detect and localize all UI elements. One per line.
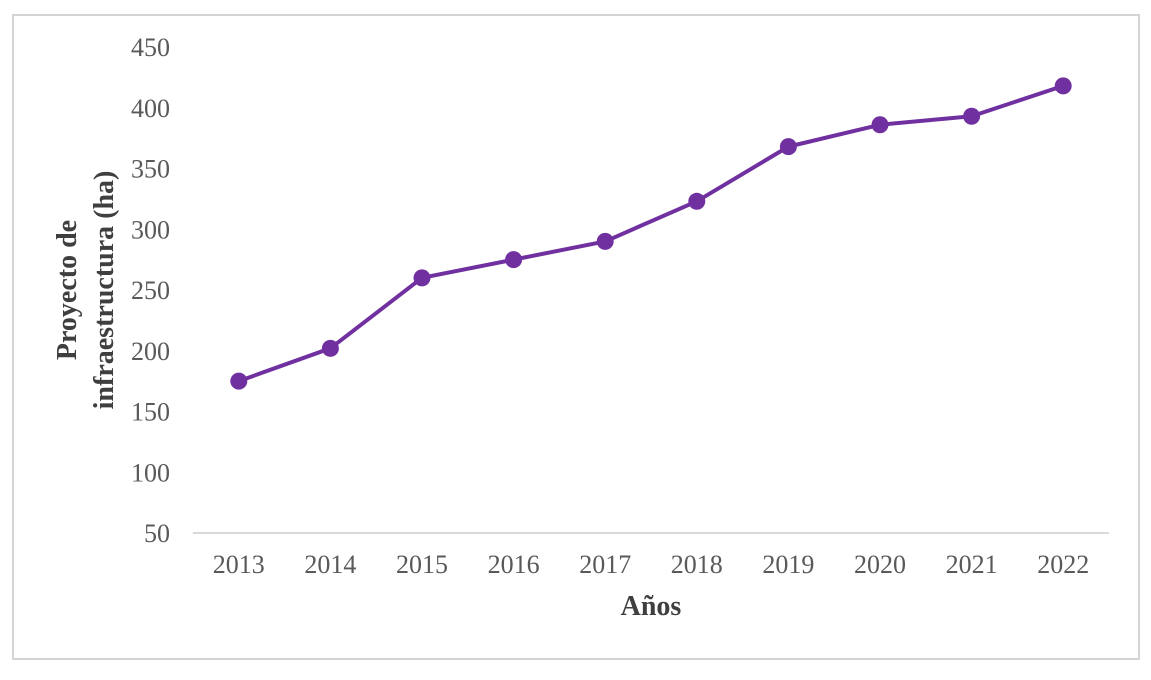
x-tick-label-2014: 2014 [304, 550, 356, 579]
x-tick-label-2015: 2015 [396, 550, 448, 579]
x-tick-label-2019: 2019 [762, 550, 814, 579]
x-axis-title: Años [621, 591, 682, 622]
y-axis-title: Proyecto de infraestructura (ha) [52, 171, 120, 410]
x-tick-label-2016: 2016 [488, 550, 540, 579]
data-point-2014 [321, 339, 339, 357]
data-point-2015 [413, 269, 431, 287]
x-axis-tick-labels: 2013 2014 2015 2016 2017 2018 2019 2020 2021 2022 [213, 550, 1089, 579]
y-tick-label-300: 300 [131, 215, 170, 244]
y-axis-tick-labels: 50 100 150 200 250 300 350 400 450 [131, 33, 170, 548]
x-tick-label-2020: 2020 [854, 550, 906, 579]
chart-frame-border [12, 14, 1140, 660]
y-tick-label-150: 150 [131, 398, 170, 427]
data-point-2013 [230, 372, 248, 390]
y-axis-title-line2: infraestructura (ha) [89, 171, 120, 410]
x-tick-label-2018: 2018 [671, 550, 723, 579]
y-tick-label-100: 100 [131, 458, 170, 487]
data-point-2020 [871, 116, 889, 134]
y-tick-label-400: 400 [131, 94, 170, 123]
y-tick-label-450: 450 [131, 33, 170, 62]
data-point-2019 [779, 138, 797, 156]
y-tick-label-350: 350 [131, 155, 170, 184]
y-axis-title-line1: Proyecto de [52, 220, 83, 360]
y-tick-label-250: 250 [131, 276, 170, 305]
x-tick-label-2013: 2013 [213, 550, 265, 579]
y-tick-label-200: 200 [131, 337, 170, 366]
data-point-2017 [596, 232, 614, 250]
series-line [236, 83, 1066, 384]
x-tick-label-2021: 2021 [946, 550, 998, 579]
series-markers [230, 77, 1072, 390]
x-tick-label-2017: 2017 [579, 550, 631, 579]
data-point-2022 [1054, 77, 1072, 95]
y-tick-label-50: 50 [144, 519, 170, 548]
data-point-2021 [963, 107, 981, 125]
x-tick-label-2022: 2022 [1037, 550, 1089, 579]
data-point-2018 [688, 192, 706, 210]
data-point-2016 [505, 251, 523, 269]
